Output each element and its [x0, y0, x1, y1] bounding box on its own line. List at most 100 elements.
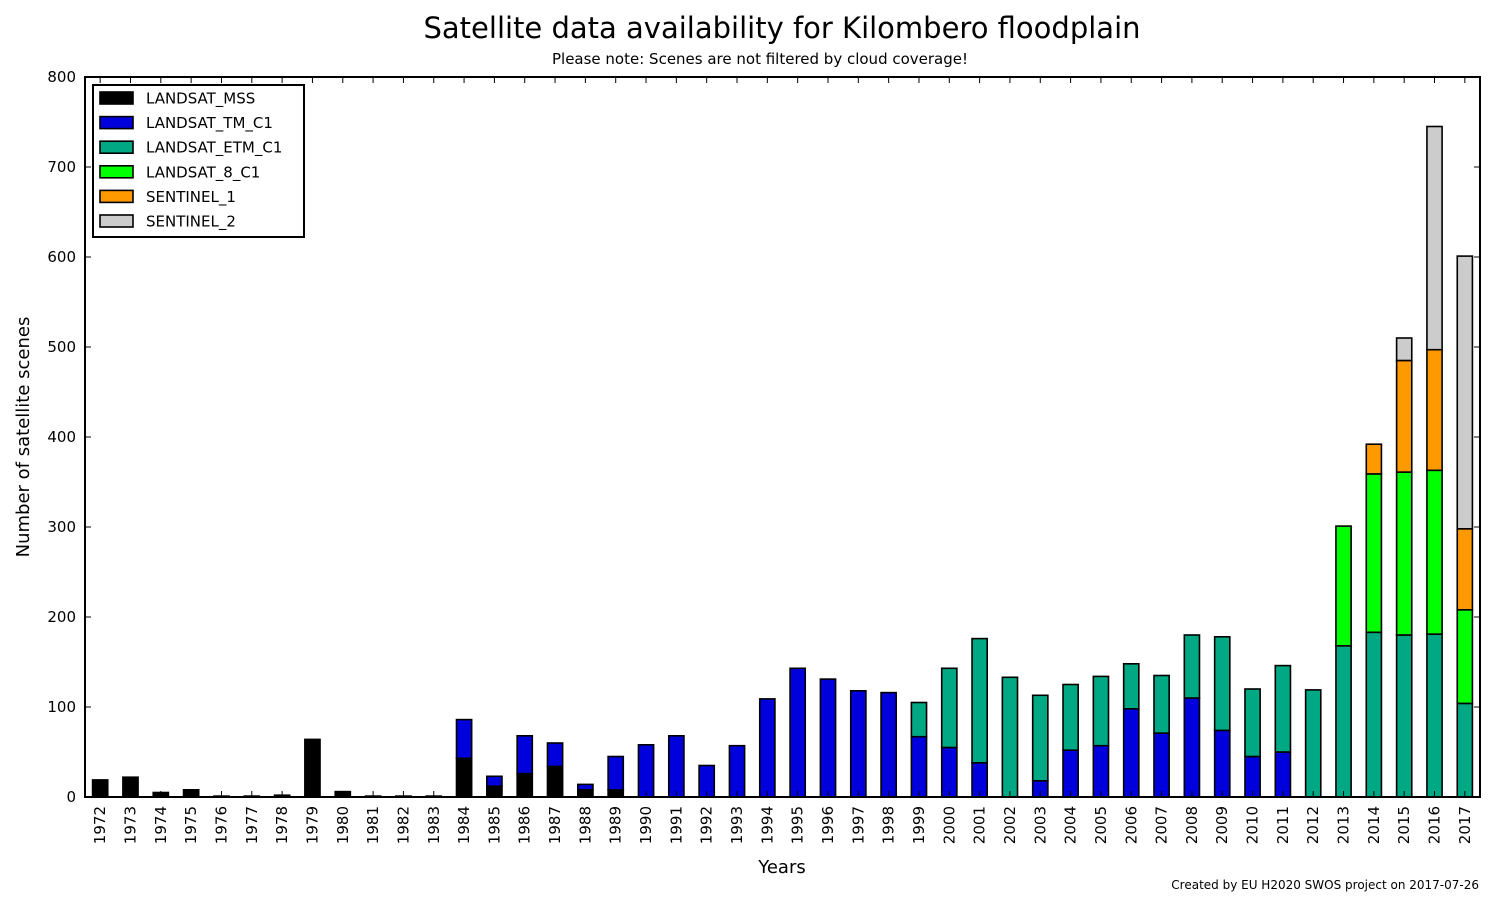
- bar-landsat-tm-c1-1989: [607, 755, 625, 791]
- bar-landsat-tm-c1-2004: [1062, 749, 1079, 798]
- bar-landsat-tm-c1-1995: [789, 667, 807, 798]
- y-tick-label: 300: [47, 518, 76, 536]
- x-tick-label: 2012: [1304, 806, 1322, 844]
- bar-landsat-tm-c1-1996: [819, 678, 837, 798]
- legend-frame: [92, 84, 305, 238]
- bar-landsat-tm-c1-1990: [637, 743, 655, 798]
- x-tick-label: 1990: [637, 806, 655, 844]
- bar-landsat-etm-c1-2016: [1426, 633, 1443, 798]
- x-tick-label: 1974: [152, 806, 170, 844]
- bar-landsat-etm-c1-2008: [1183, 634, 1201, 699]
- x-tick-label: 1973: [121, 806, 139, 844]
- x-tick-label: 2007: [1153, 806, 1171, 844]
- legend-swatch-landsat-mss: [99, 91, 134, 105]
- x-tick-label: 2013: [1335, 806, 1353, 844]
- bar-sentinel-1-2015: [1395, 359, 1413, 473]
- x-tick-label: 1991: [667, 806, 685, 844]
- bar-landsat-tm-c1-1994: [758, 698, 776, 798]
- bar-landsat-tm-c1-1993: [728, 744, 746, 798]
- bar-landsat-mss-1979: [304, 738, 321, 798]
- legend-label-landsat-mss: LANDSAT_MSS: [146, 90, 255, 109]
- x-axis-label: Years: [757, 857, 806, 878]
- y-tick-label: 600: [47, 248, 76, 266]
- x-tick-label: 1978: [273, 806, 291, 844]
- bar-landsat-etm-c1-2002: [1001, 676, 1019, 798]
- y-tick-label: 0: [66, 788, 76, 806]
- x-tick-label: 1996: [819, 806, 837, 844]
- bar-landsat-tm-c1-2000: [940, 746, 958, 798]
- bar-landsat-tm-c1-1986: [516, 734, 534, 775]
- x-tick-label: 2006: [1122, 806, 1140, 844]
- bar-landsat-etm-c1-2004: [1062, 683, 1079, 751]
- bar-landsat-tm-c1-2005: [1092, 744, 1110, 798]
- bar-landsat-tm-c1-1984: [455, 718, 473, 760]
- bar-landsat-8-c1-2017: [1456, 608, 1474, 705]
- x-tick-label: 1997: [849, 806, 867, 844]
- bar-landsat-8-c1-2015: [1395, 471, 1413, 636]
- bar-sentinel-1-2016: [1426, 348, 1443, 472]
- x-tick-label: 1977: [243, 806, 261, 844]
- bar-landsat-etm-c1-2007: [1153, 674, 1170, 734]
- bar-landsat-etm-c1-2006: [1122, 662, 1140, 710]
- x-tick-label: 2004: [1062, 806, 1080, 844]
- bar-landsat-etm-c1-2017: [1456, 702, 1474, 798]
- x-tick-label: 1993: [728, 806, 746, 844]
- x-tick-label: 1981: [364, 806, 382, 844]
- x-tick-label: 1994: [758, 806, 776, 844]
- chart-title: Satellite data availability for Kilomber…: [424, 11, 1141, 45]
- bar-landsat-tm-c1-1999: [910, 735, 928, 798]
- legend-swatch-sentinel-2: [99, 214, 134, 228]
- x-tick-label: 1989: [607, 806, 625, 844]
- bar-landsat-tm-c1-1987: [546, 742, 564, 768]
- bar-landsat-tm-c1-2008: [1183, 697, 1201, 798]
- bar-landsat-tm-c1-1985: [486, 775, 503, 787]
- x-tick-label: 1976: [212, 806, 230, 844]
- bar-landsat-etm-c1-2011: [1274, 664, 1292, 753]
- y-axis: 0 100 200 300 400 500 600 700 800: [47, 68, 1480, 806]
- x-tick-label: 2016: [1426, 806, 1444, 844]
- bar-sentinel-2-2015: [1395, 337, 1413, 362]
- bar-landsat-8-c1-2013: [1335, 525, 1352, 647]
- x-tick-label: 1983: [425, 806, 443, 844]
- bars-layer: [91, 125, 1474, 798]
- bar-landsat-etm-c1-2010: [1244, 688, 1261, 758]
- legend-label-sentinel-1: SENTINEL_1: [146, 188, 236, 207]
- y-tick-label: 800: [47, 68, 76, 86]
- legend-label-sentinel-2: SENTINEL_2: [146, 213, 236, 232]
- x-tick-label: 2009: [1213, 806, 1231, 844]
- y-tick-label: 100: [47, 698, 76, 716]
- x-tick-label: 2015: [1395, 806, 1413, 844]
- legend-swatch-landsat-etm-c1: [99, 140, 134, 154]
- bar-sentinel-2-2016: [1426, 125, 1443, 351]
- x-tick-label: 2001: [971, 806, 989, 844]
- x-tick-label: 1979: [303, 806, 321, 844]
- x-tick-label: 1985: [485, 806, 503, 844]
- y-tick-label: 200: [47, 608, 76, 626]
- x-tick-label: 2002: [1001, 806, 1019, 844]
- x-tick-label: 1982: [394, 806, 412, 844]
- y-tick-label: 400: [47, 428, 76, 446]
- x-tick-label: 1999: [910, 806, 928, 844]
- bar-landsat-tm-c1-2010: [1244, 755, 1261, 798]
- bar-landsat-8-c1-2014: [1365, 473, 1383, 634]
- y-tick-label: 500: [47, 338, 76, 356]
- chart-footer: Created by EU H2020 SWOS project on 2017…: [1171, 878, 1479, 892]
- legend-label-landsat-tm-c1: LANDSAT_TM_C1: [146, 114, 273, 133]
- x-tick-label: 1988: [576, 806, 594, 844]
- bar-sentinel-1-2014: [1365, 443, 1383, 475]
- x-tick-label: 2014: [1365, 806, 1383, 844]
- bar-landsat-etm-c1-2005: [1092, 675, 1110, 747]
- bar-landsat-tm-c1-1998: [880, 691, 898, 798]
- legend-swatch-sentinel-1: [99, 189, 134, 204]
- bar-landsat-8-c1-2016: [1426, 469, 1443, 635]
- bar-landsat-tm-c1-1997: [849, 689, 867, 798]
- x-tick-label: 2008: [1183, 806, 1201, 844]
- bar-landsat-etm-c1-2014: [1365, 631, 1383, 798]
- x-tick-label: 1984: [455, 806, 473, 844]
- bar-landsat-etm-c1-2001: [971, 637, 989, 764]
- legend: LANDSAT_MSS LANDSAT_TM_C1 LANDSAT_ETM_C1 LA…: [92, 84, 305, 238]
- bar-landsat-etm-c1-2015: [1395, 634, 1413, 798]
- bar-landsat-tm-c1-1991: [667, 734, 685, 798]
- bar-sentinel-1-2017: [1456, 527, 1474, 611]
- bar-landsat-tm-c1-1988: [576, 783, 594, 791]
